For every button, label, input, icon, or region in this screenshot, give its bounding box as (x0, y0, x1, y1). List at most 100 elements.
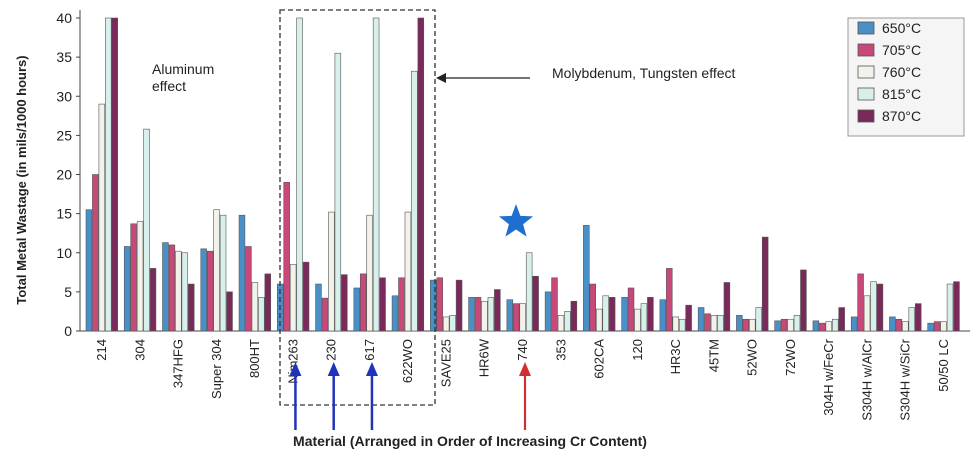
bar (589, 283, 596, 332)
bar (398, 277, 405, 332)
bar (812, 320, 820, 332)
bar (92, 174, 99, 332)
category-label: 50/50 LC (936, 339, 951, 392)
bar (289, 264, 297, 332)
category-label: 304 (132, 339, 147, 361)
bar (296, 17, 303, 332)
bar (640, 303, 648, 332)
blue-arrowhead (327, 362, 340, 376)
category-label: 304H w/FeCr (821, 338, 836, 415)
molybdenum-annotation: Molybdenum, Tungsten effect (552, 65, 736, 81)
category-label: 230 (324, 339, 339, 361)
bar (800, 269, 807, 332)
bar (417, 17, 425, 332)
bar (436, 277, 443, 332)
bar (251, 282, 259, 332)
bar (583, 225, 590, 332)
bar (442, 316, 450, 332)
bar (953, 281, 960, 332)
legend-label: 760°C (882, 64, 921, 80)
bar (123, 246, 131, 332)
bar (736, 315, 743, 332)
bar (162, 242, 169, 332)
y-tick-label: 40 (56, 10, 72, 26)
bar (761, 236, 769, 332)
bar (391, 295, 399, 332)
bar (850, 316, 858, 332)
bar (219, 214, 227, 332)
bar (634, 308, 641, 332)
bar (755, 307, 762, 332)
bar (595, 308, 603, 332)
bar (245, 246, 252, 332)
blue-arrowhead (365, 362, 378, 376)
bar (353, 287, 360, 332)
bar (372, 17, 380, 332)
bar (895, 318, 903, 332)
bar (359, 273, 367, 332)
bar (933, 321, 941, 332)
bar (258, 297, 265, 332)
bar (602, 295, 609, 332)
bar (825, 321, 833, 332)
bar (544, 291, 552, 332)
bar (302, 261, 310, 332)
bar (449, 315, 456, 332)
bar (870, 281, 877, 332)
star-icon (498, 204, 534, 237)
bar (334, 52, 342, 332)
aluminum-annotation: Aluminum effect (152, 61, 218, 94)
bar (175, 250, 182, 332)
bar (455, 279, 463, 332)
bar (647, 297, 654, 332)
bar (557, 315, 565, 332)
category-label: 353 (553, 339, 568, 361)
legend: 650°C 705°C 760°C 815°C 870°C (847, 17, 965, 137)
legend-label: 870°C (882, 108, 921, 124)
bar (946, 283, 954, 332)
bar (927, 322, 934, 332)
bar (98, 103, 106, 332)
aluminum-annotation-line1: Aluminum (152, 61, 214, 77)
bar (697, 307, 705, 332)
bar (793, 315, 801, 332)
legend-swatch (857, 43, 875, 57)
y-axis-label: Total Metal Wastage (in mils/1000 hours) (14, 55, 29, 304)
bar (474, 297, 482, 332)
red-arrow (519, 362, 531, 430)
bar (838, 307, 845, 332)
legend-swatch (857, 109, 875, 123)
category-label: 800HT (247, 339, 262, 378)
y-axis-ticks: 0 5 10 15 20 25 30 35 40 (56, 10, 80, 339)
bar (206, 250, 214, 332)
blue-arrows (289, 362, 378, 430)
aluminum-annotation-line2: effect (152, 78, 186, 94)
bar (742, 318, 750, 332)
red-arrowhead (519, 362, 531, 376)
bar (857, 273, 864, 332)
bar (666, 268, 673, 332)
y-tick-label: 35 (56, 49, 72, 65)
bar (787, 318, 794, 332)
category-labels: 214 304 347HFG Super 304 800HT Nim263 230 617 62… (94, 338, 951, 420)
bar (678, 318, 686, 332)
y-tick-label: 15 (56, 206, 72, 222)
bar (621, 297, 628, 332)
category-label: 45TM (706, 339, 721, 372)
category-label: 72WO (783, 339, 798, 376)
y-tick-label: 5 (64, 284, 72, 300)
bar (710, 315, 718, 332)
category-label: S304H w/SiCr (898, 338, 913, 420)
x-axis-label: Material (Arranged in Order of Increasin… (293, 433, 647, 449)
bar (328, 211, 335, 332)
bar (723, 282, 731, 332)
bar (188, 283, 195, 332)
bar (659, 299, 667, 332)
blue-arrowhead (289, 362, 302, 376)
bar (430, 279, 437, 332)
bar (168, 244, 176, 332)
bar (181, 252, 189, 332)
bar (902, 321, 909, 332)
legend-label: 815°C (882, 86, 921, 102)
bar (481, 300, 488, 332)
